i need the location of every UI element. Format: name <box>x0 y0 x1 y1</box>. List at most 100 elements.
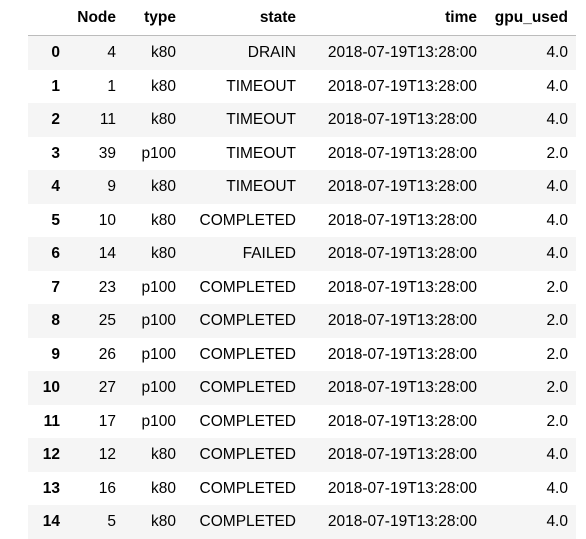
cell-type: p100 <box>141 379 176 396</box>
cell-node: 4 <box>107 44 116 61</box>
row-index: 13 <box>42 479 60 497</box>
cell-time: 2018-07-19T13:28:00 <box>327 178 477 195</box>
table-row: 14 5 k80 COMPLETED 2018-07-19T13:28:00 4.0 <box>28 505 576 539</box>
cell-type: k80 <box>151 479 176 497</box>
cell-type: p100 <box>141 412 176 430</box>
cell-gpu-used: 4.0 <box>546 245 568 262</box>
cell-time: 2018-07-19T13:28:00 <box>327 111 477 128</box>
table-row: 12 12 k80 COMPLETED 2018-07-19T13:28:00 4.0 <box>28 438 576 472</box>
cell-gpu-used: 4.0 <box>546 513 568 530</box>
cell-node: 16 <box>98 479 116 497</box>
cell-type: k80 <box>151 245 176 262</box>
cell-node: 10 <box>98 211 116 229</box>
cell-node: 39 <box>98 144 116 162</box>
cell-node: 23 <box>98 278 116 296</box>
row-index: 10 <box>42 379 60 396</box>
column-header-gpu-used: gpu_used <box>485 1 576 36</box>
cell-gpu-used: 2.0 <box>546 379 568 396</box>
cell-state: DRAIN <box>247 44 296 61</box>
header-row: Node type state time gpu_used <box>28 1 576 36</box>
cell-gpu-used: 4.0 <box>546 178 568 195</box>
cell-state: TIMEOUT <box>226 111 296 128</box>
cell-node: 25 <box>98 312 116 329</box>
cell-type: p100 <box>141 312 176 329</box>
cell-time: 2018-07-19T13:28:00 <box>327 479 477 497</box>
cell-state: TIMEOUT <box>226 144 296 162</box>
table-body: 0 4 k80 DRAIN 2018-07-19T13:28:00 4.0 1 1 k80 TIM… <box>28 35 576 539</box>
cell-state: COMPLETED <box>199 211 296 229</box>
cell-gpu-used: 4.0 <box>546 77 568 95</box>
cell-type: k80 <box>151 446 176 463</box>
cell-type: k80 <box>151 513 176 530</box>
cell-gpu-used: 2.0 <box>546 312 568 329</box>
cell-gpu-used: 2.0 <box>546 412 568 430</box>
cell-time: 2018-07-19T13:28:00 <box>327 312 477 329</box>
cell-type: p100 <box>141 278 176 296</box>
cell-time: 2018-07-19T13:28:00 <box>327 44 477 61</box>
cell-type: k80 <box>151 44 176 61</box>
row-index: 8 <box>51 312 60 329</box>
cell-type: p100 <box>141 345 176 363</box>
table-row: 2 11 k80 TIMEOUT 2018-07-19T13:28:00 4.0 <box>28 103 576 137</box>
cell-time: 2018-07-19T13:28:00 <box>327 245 477 262</box>
cell-gpu-used: 4.0 <box>546 446 568 463</box>
column-header-type: type <box>124 1 184 36</box>
cell-node: 9 <box>107 178 116 195</box>
table-row: 6 14 k80 FAILED 2018-07-19T13:28:00 4.0 <box>28 237 576 271</box>
table-row: 1 1 k80 TIMEOUT 2018-07-19T13:28:00 4.0 <box>28 69 576 103</box>
cell-node: 5 <box>107 513 116 530</box>
table-row: 10 27 p100 COMPLETED 2018-07-19T13:28:00 2.0 <box>28 371 576 405</box>
table-row: 11 17 p100 COMPLETED 2018-07-19T13:28:00 2.0 <box>28 404 576 438</box>
cell-node: 14 <box>98 245 116 262</box>
cell-time: 2018-07-19T13:28:00 <box>327 278 477 296</box>
table-row: 4 9 k80 TIMEOUT 2018-07-19T13:28:00 4.0 <box>28 170 576 204</box>
row-index: 0 <box>51 44 60 61</box>
dataframe-table: Node type state time gpu_used 0 4 k80 DRAIN… <box>28 1 576 539</box>
cell-time: 2018-07-19T13:28:00 <box>327 412 477 430</box>
cell-state: COMPLETED <box>199 412 296 430</box>
cell-gpu-used: 4.0 <box>546 479 568 497</box>
table-row: 5 10 k80 COMPLETED 2018-07-19T13:28:00 4.0 <box>28 203 576 237</box>
row-index: 14 <box>42 513 60 530</box>
cell-state: COMPLETED <box>199 312 296 329</box>
cell-state: FAILED <box>242 245 296 262</box>
row-index: 3 <box>51 144 60 162</box>
table-row: 8 25 p100 COMPLETED 2018-07-19T13:28:00 2.0 <box>28 304 576 338</box>
cell-type: k80 <box>151 111 176 128</box>
cell-gpu-used: 4.0 <box>546 111 568 128</box>
table-row: 13 16 k80 COMPLETED 2018-07-19T13:28:00 4.0 <box>28 471 576 505</box>
cell-gpu-used: 2.0 <box>546 345 568 363</box>
cell-gpu-used: 2.0 <box>546 278 568 296</box>
row-index: 7 <box>51 278 60 296</box>
column-header-time: time <box>304 1 485 36</box>
cell-time: 2018-07-19T13:28:00 <box>327 379 477 396</box>
cell-state: COMPLETED <box>199 513 296 530</box>
cell-state: COMPLETED <box>199 345 296 363</box>
cell-node: 1 <box>107 77 116 95</box>
row-index: 11 <box>43 412 60 430</box>
cell-node: 17 <box>98 412 116 430</box>
cell-time: 2018-07-19T13:28:00 <box>327 446 477 463</box>
table-row: 0 4 k80 DRAIN 2018-07-19T13:28:00 4.0 <box>28 35 576 70</box>
cell-state: TIMEOUT <box>226 77 296 95</box>
row-index: 6 <box>51 245 60 262</box>
table-row: 7 23 p100 COMPLETED 2018-07-19T13:28:00 2.0 <box>28 270 576 304</box>
cell-state: COMPLETED <box>199 446 296 463</box>
cell-type: k80 <box>151 77 176 95</box>
row-index: 5 <box>51 211 60 229</box>
cell-node: 27 <box>98 379 116 396</box>
cell-state: TIMEOUT <box>226 178 296 195</box>
cell-gpu-used: 4.0 <box>546 44 568 61</box>
cell-time: 2018-07-19T13:28:00 <box>327 144 477 162</box>
cell-node: 11 <box>99 111 116 128</box>
cell-node: 26 <box>98 345 116 363</box>
column-header-node: Node <box>68 1 124 36</box>
cell-time: 2018-07-19T13:28:00 <box>327 211 477 229</box>
cell-time: 2018-07-19T13:28:00 <box>327 345 477 363</box>
cell-time: 2018-07-19T13:28:00 <box>327 513 477 530</box>
row-index: 9 <box>51 345 60 363</box>
cell-state: COMPLETED <box>199 479 296 497</box>
column-header-state: state <box>184 1 304 36</box>
table-row: 3 39 p100 TIMEOUT 2018-07-19T13:28:00 2.0 <box>28 136 576 170</box>
